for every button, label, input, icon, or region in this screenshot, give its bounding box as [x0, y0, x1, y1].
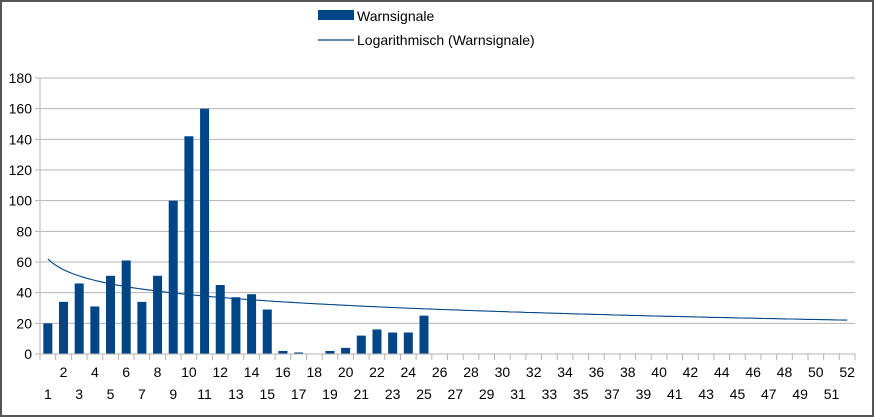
x-tick-label: 21 — [354, 386, 370, 402]
bar-15 — [262, 309, 272, 354]
y-tick-label: 180 — [9, 70, 33, 86]
x-tick-label: 28 — [463, 364, 479, 380]
x-tick-label: 25 — [416, 386, 432, 402]
x-tick-label: 26 — [432, 364, 448, 380]
x-tick-label: 36 — [589, 364, 605, 380]
x-tick-label: 43 — [698, 386, 714, 402]
bar-10 — [184, 136, 194, 354]
x-tick-label: 48 — [777, 364, 793, 380]
x-tick-label: 47 — [761, 386, 777, 402]
x-tick-label: 15 — [259, 386, 275, 402]
bar-16 — [278, 350, 288, 354]
x-tick-label: 7 — [138, 386, 146, 402]
x-tick-label: 31 — [510, 386, 526, 402]
x-tick-label: 27 — [448, 386, 464, 402]
x-tick-label: 49 — [792, 386, 808, 402]
x-tick-label: 1 — [44, 386, 52, 402]
bar-24 — [403, 332, 413, 354]
bar-20 — [341, 347, 351, 354]
x-tick-label: 42 — [683, 364, 699, 380]
bar-12 — [215, 285, 225, 354]
x-tick-label: 32 — [526, 364, 542, 380]
x-tick-label: 23 — [385, 386, 401, 402]
legend-label-bar: Warnsignale — [357, 8, 435, 24]
bar-1 — [43, 323, 53, 354]
bar-25 — [419, 315, 429, 354]
x-tick-label: 14 — [244, 364, 260, 380]
bar-3 — [74, 283, 84, 354]
legend: Warnsignale Logarithmisch (Warnsignale) — [318, 8, 535, 48]
bars — [43, 108, 429, 355]
trendline-group — [47, 258, 848, 321]
x-tick-label: 46 — [745, 364, 761, 380]
x-tick-label: 18 — [306, 364, 322, 380]
x-tick-label: 50 — [808, 364, 824, 380]
bar-6 — [121, 260, 131, 354]
x-tick-label: 51 — [824, 386, 840, 402]
trendline — [47, 258, 848, 321]
x-tick-label: 39 — [636, 386, 652, 402]
bar-4 — [90, 306, 100, 354]
bar-9 — [168, 200, 178, 354]
bar-22 — [372, 329, 382, 354]
x-tick-label: 45 — [730, 386, 746, 402]
bar-21 — [356, 335, 366, 354]
bar-2 — [59, 301, 69, 354]
y-tick-label: 0 — [24, 346, 32, 362]
x-tick-label: 11 — [197, 386, 212, 402]
x-tick-label: 30 — [495, 364, 511, 380]
x-tick-label: 29 — [479, 386, 495, 402]
x-tick-label: 33 — [542, 386, 558, 402]
x-tick-label: 19 — [322, 386, 338, 402]
bar-13 — [231, 297, 241, 354]
bar-17 — [294, 352, 304, 354]
x-tick-label: 38 — [620, 364, 636, 380]
bar-7 — [137, 301, 147, 354]
bar-11 — [200, 108, 210, 355]
y-tick-label: 80 — [16, 223, 32, 239]
x-tick-label: 24 — [401, 364, 417, 380]
x-tick-label: 41 — [667, 386, 683, 402]
bar-14 — [247, 294, 257, 354]
x-tick-label: 5 — [107, 386, 115, 402]
y-tick-label: 60 — [16, 254, 32, 270]
axes: 0204060801001201401601801234567891011121… — [9, 70, 856, 402]
y-tick-label: 20 — [16, 315, 32, 331]
y-tick-label: 100 — [9, 193, 33, 209]
x-tick-label: 8 — [154, 364, 162, 380]
x-tick-label: 9 — [169, 386, 177, 402]
x-tick-label: 44 — [714, 364, 730, 380]
bar-19 — [325, 350, 335, 354]
x-tick-label: 2 — [60, 364, 68, 380]
x-tick-label: 12 — [212, 364, 228, 380]
x-tick-label: 13 — [228, 386, 244, 402]
x-tick-label: 35 — [573, 386, 589, 402]
legend-swatch-bar — [318, 10, 354, 20]
x-tick-label: 20 — [338, 364, 354, 380]
y-tick-label: 160 — [9, 101, 33, 117]
y-tick-label: 140 — [9, 131, 33, 147]
bar-23 — [388, 332, 398, 354]
bar-5 — [106, 275, 116, 354]
legend-label-trendline: Logarithmisch (Warnsignale) — [357, 32, 535, 48]
y-tick-label: 120 — [9, 162, 33, 178]
x-tick-label: 10 — [181, 364, 197, 380]
x-tick-label: 34 — [557, 364, 573, 380]
bar-8 — [153, 275, 163, 354]
y-tick-label: 40 — [16, 285, 32, 301]
x-tick-label: 37 — [604, 386, 620, 402]
x-tick-label: 4 — [91, 364, 99, 380]
x-tick-label: 52 — [839, 364, 855, 380]
x-tick-label: 16 — [275, 364, 291, 380]
x-tick-label: 40 — [651, 364, 667, 380]
x-tick-label: 6 — [122, 364, 130, 380]
x-tick-label: 17 — [291, 386, 307, 402]
x-tick-label: 22 — [369, 364, 385, 380]
x-tick-label: 3 — [75, 386, 83, 402]
